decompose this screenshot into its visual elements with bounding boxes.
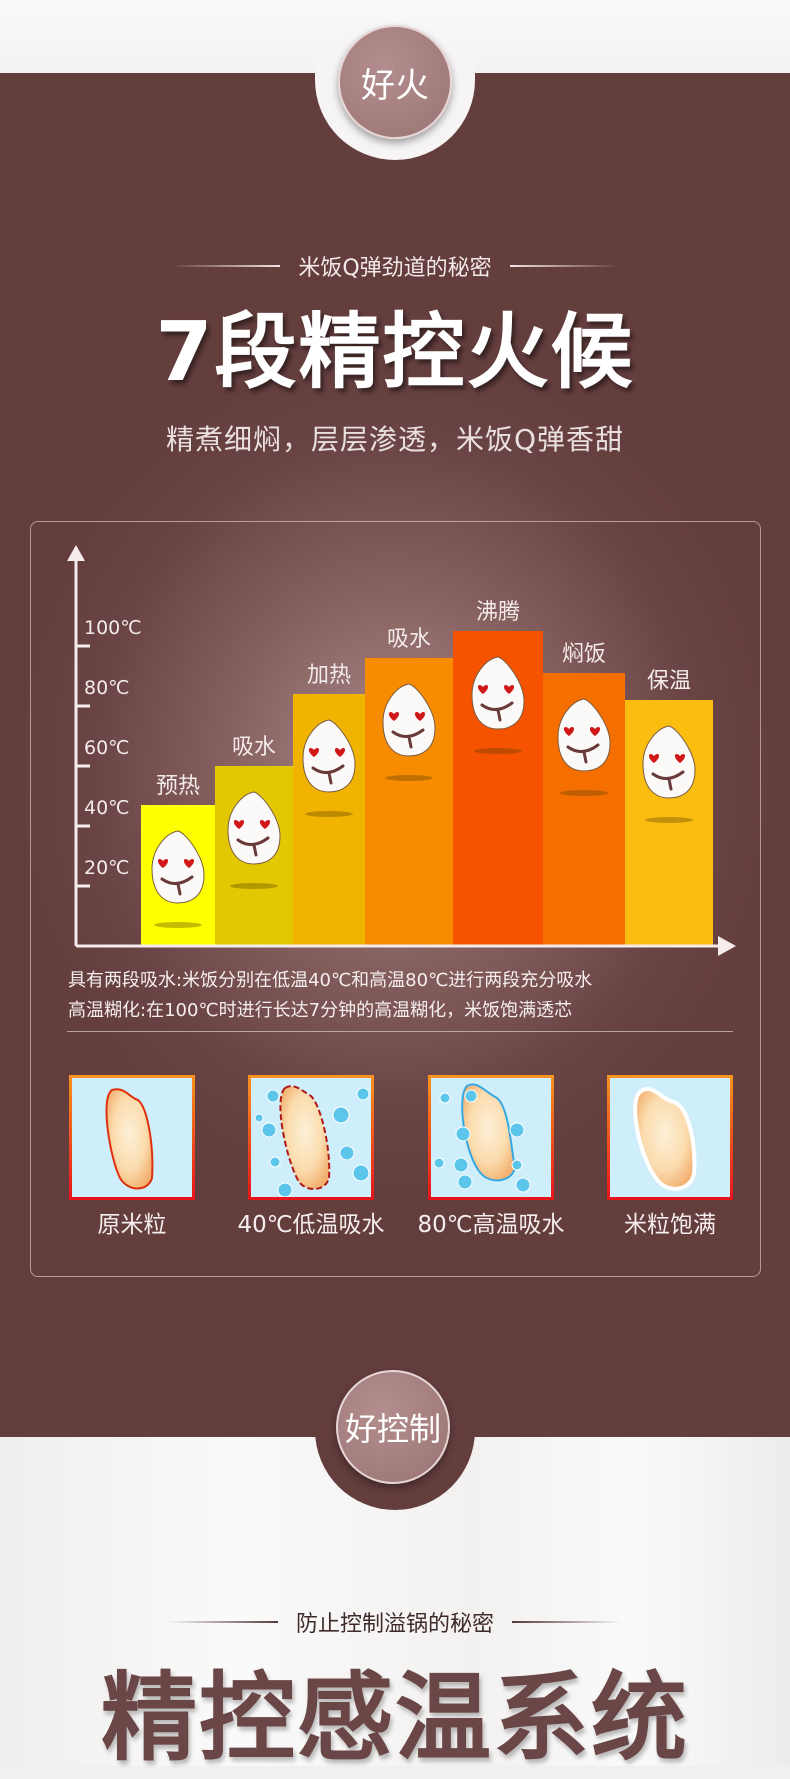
mascot-shadow bbox=[305, 811, 353, 817]
bar-label: 吸水 bbox=[387, 627, 431, 652]
y-axis-arrow bbox=[67, 545, 85, 561]
section-subtitle: 防止控制溢锅的秘密 bbox=[0, 1606, 790, 1638]
rice-mascot-icon bbox=[471, 656, 525, 730]
stage-label: 米粒饱满 bbox=[624, 1212, 716, 1238]
divider-line bbox=[512, 1621, 622, 1623]
bar-label: 加热 bbox=[307, 663, 351, 688]
caption-line: 具有两段吸水:米饭分别在低温40℃和高温80℃进行两段充分吸水 bbox=[68, 970, 593, 991]
divider-line bbox=[167, 1621, 278, 1623]
y-tick-label: 60℃ bbox=[84, 737, 130, 759]
rice-mascot-icon bbox=[557, 698, 611, 772]
rice-mascot-icon bbox=[227, 791, 281, 865]
mascot-shadow bbox=[560, 790, 608, 796]
mascot-shadow bbox=[385, 775, 433, 781]
y-tick-label: 80℃ bbox=[84, 677, 130, 699]
section-subtitle: 米饭Q弹劲道的秘密 bbox=[0, 250, 790, 282]
rice-mascot-icon bbox=[302, 719, 356, 793]
rice-mascot-icon bbox=[382, 683, 436, 757]
bar-label: 保温 bbox=[647, 669, 691, 694]
rice-mascot-icon bbox=[642, 725, 696, 799]
bar-label: 焖饭 bbox=[562, 642, 606, 667]
stage-label: 80℃高温吸水 bbox=[417, 1212, 565, 1238]
rice-grain-icon bbox=[105, 1088, 154, 1190]
section-title: 精控感温系统 bbox=[101, 1662, 689, 1774]
divider bbox=[67, 1031, 733, 1032]
x-axis-arrow bbox=[718, 936, 736, 956]
subtitle-text: 防止控制溢锅的秘密 bbox=[295, 1612, 494, 1637]
rice-grain-full-icon bbox=[633, 1087, 697, 1191]
bar-label: 吸水 bbox=[232, 735, 276, 760]
mascot-shadow bbox=[474, 748, 522, 754]
y-tick-label: 100℃ bbox=[84, 617, 142, 639]
stage-label: 40℃低温吸水 bbox=[237, 1212, 385, 1238]
section-tagline: 精煮细焖，层层渗透，米饭Q弹香甜 bbox=[165, 423, 625, 456]
rice-stage-40c bbox=[248, 1075, 374, 1200]
mascot-shadow bbox=[154, 922, 202, 928]
divider-line bbox=[509, 265, 620, 267]
section-badge-good-fire: 好火 bbox=[338, 25, 452, 139]
y-tick-label: 40℃ bbox=[84, 797, 130, 819]
section-title: 7段精控火候 bbox=[155, 305, 635, 400]
mascot-shadow bbox=[645, 817, 693, 823]
rice-grain-water-icon bbox=[254, 1085, 370, 1197]
subtitle-text: 米饭Q弹劲道的秘密 bbox=[298, 256, 492, 281]
chart-card bbox=[30, 521, 761, 1277]
section-badge-good-control: 好控制 bbox=[336, 1370, 450, 1484]
rice-stage-80c bbox=[428, 1075, 554, 1200]
rice-grain-water-icon bbox=[433, 1083, 531, 1193]
rice-stage-full bbox=[607, 1075, 733, 1200]
mascot-shadow bbox=[230, 883, 278, 889]
rice-stage-raw bbox=[69, 1075, 195, 1200]
caption-line: 高温糊化:在100℃时进行长达7分钟的高温糊化，米饭饱满透芯 bbox=[68, 1000, 573, 1021]
temperature-stage-chart: 预热 吸水 加热 吸水 沸腾 焖饭 保温 20℃ 40℃ 60℃ 80℃ 100℃ bbox=[67, 545, 736, 956]
rice-mascot-icon bbox=[151, 830, 205, 904]
divider-line bbox=[170, 265, 281, 267]
bar-label: 沸腾 bbox=[476, 600, 520, 625]
stage-label: 原米粒 bbox=[97, 1212, 167, 1238]
y-tick-label: 20℃ bbox=[84, 857, 130, 879]
bar-label: 预热 bbox=[156, 774, 200, 799]
